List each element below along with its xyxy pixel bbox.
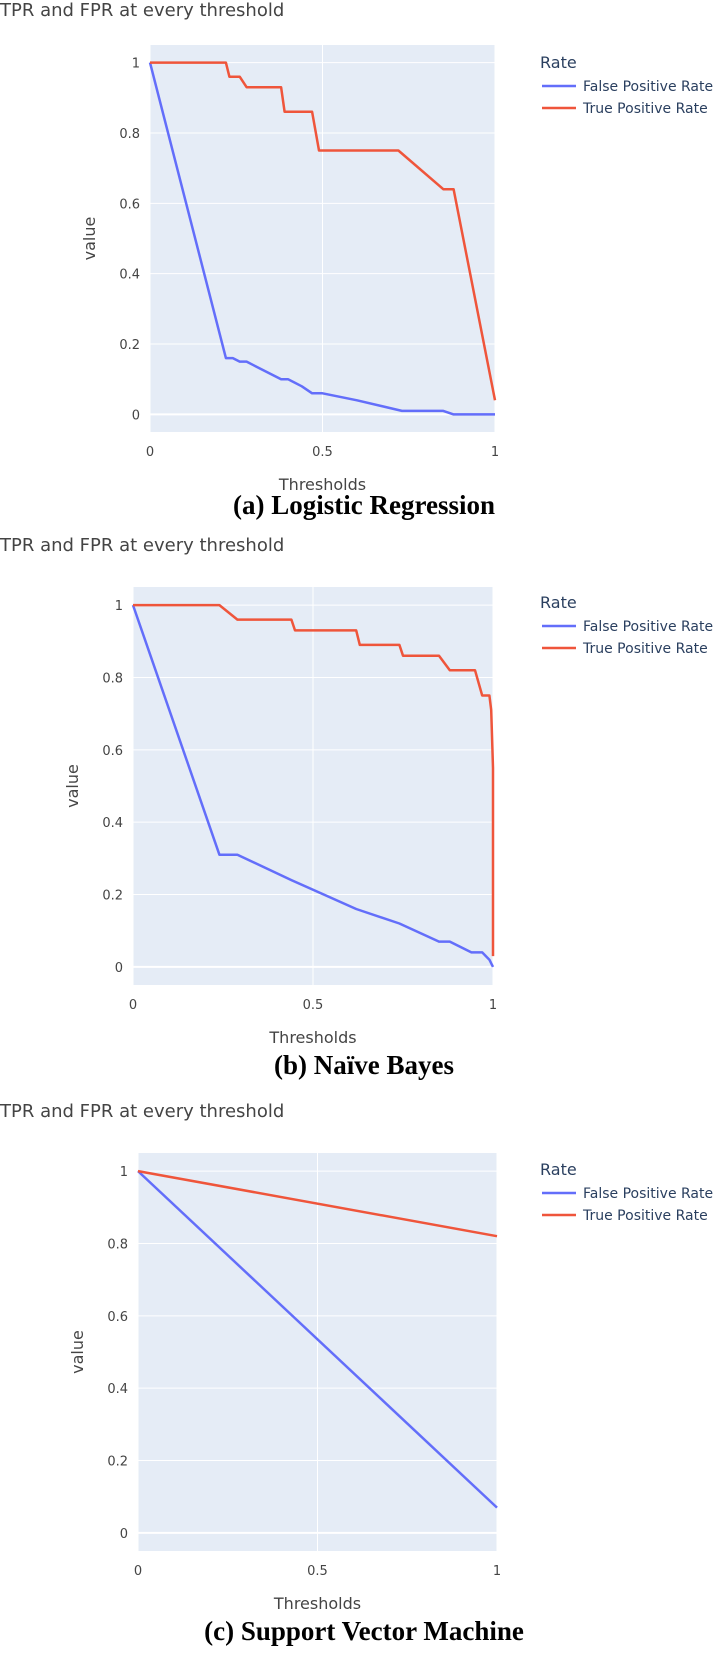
- legend-label-false-positive-rate: False Positive Rate: [583, 1186, 713, 1202]
- x-tick-label: 0.5: [312, 445, 333, 460]
- legend-title: Rate: [540, 593, 577, 612]
- y-tick-label: 1: [132, 57, 140, 72]
- series-line-false-positive-rate: [131, 604, 495, 968]
- y-tick-label: 0.2: [102, 889, 123, 904]
- x-tick-label: 0: [134, 1564, 142, 1579]
- chart-panel-b: TPR and FPR at every threshold 0 0.2 0.4 0.…: [0, 535, 728, 1090]
- legend-label-true-positive-rate: True Positive Rate: [582, 101, 708, 117]
- x-tick-label: 1: [491, 445, 499, 460]
- y-axis-label: value: [80, 217, 99, 261]
- x-tick-label: 1: [489, 998, 497, 1013]
- chart-svg-b: 0 0.2 0.4 0.6 0.8 1 0 0.5 1 Thresholds value Rate Fa…: [63, 587, 713, 1047]
- legend-label-true-positive-rate: True Positive Rate: [582, 1208, 708, 1224]
- chart-caption: (c) Support Vector Machine: [204, 1616, 524, 1646]
- x-tick-label: 0.5: [307, 1564, 328, 1579]
- y-tick-label: 0.4: [119, 268, 140, 283]
- y-tick-label: 0.8: [102, 671, 123, 686]
- legend-label-false-positive-rate: False Positive Rate: [583, 79, 713, 95]
- y-axis-label: value: [68, 1330, 87, 1374]
- legend-label-false-positive-rate: False Positive Rate: [583, 619, 713, 635]
- chart-svg-a: 0 0.2 0.4 0.6 0.8 1 0 0.5 1 Thresholds value Rate Fa…: [80, 45, 713, 494]
- legend-title: Rate: [540, 53, 577, 72]
- y-tick-label: 0.8: [119, 127, 140, 142]
- series-line-true-positive-rate: [133, 603, 495, 957]
- series-line-true-positive-rate: [137, 1169, 498, 1238]
- chart-title: TPR and FPR at every threshold: [0, 1101, 285, 1122]
- y-tick-label: 1: [120, 1165, 128, 1180]
- x-tick-label: 0: [129, 998, 137, 1013]
- legend-label-true-positive-rate: True Positive Rate: [582, 641, 708, 657]
- y-tick-label: 0.8: [107, 1237, 128, 1252]
- chart-caption: (a) Logistic Regression: [233, 490, 495, 520]
- x-tick-label: 0.5: [303, 998, 324, 1013]
- series-line-false-positive-rate: [137, 1170, 498, 1509]
- chart-title: TPR and FPR at every threshold: [0, 0, 285, 21]
- legend-title: Rate: [540, 1160, 577, 1179]
- x-axis-label: Thresholds: [278, 475, 366, 494]
- y-tick-label: 0.6: [102, 744, 123, 759]
- y-tick-label: 0.2: [107, 1455, 128, 1470]
- y-tick-label: 0.4: [107, 1382, 128, 1397]
- x-axis-label: Thresholds: [268, 1028, 356, 1047]
- y-tick-label: 1: [115, 599, 123, 614]
- y-tick-label: 0: [120, 1527, 128, 1542]
- chart-title: TPR and FPR at every threshold: [0, 535, 285, 556]
- y-tick-label: 0.4: [102, 816, 123, 831]
- chart-panel-c: TPR and FPR at every threshold 0 0.2 0.4 0.…: [0, 1101, 728, 1653]
- chart-caption: (b) Naïve Bayes: [274, 1050, 454, 1080]
- x-axis-label: Thresholds: [273, 1594, 361, 1613]
- y-axis-label: value: [63, 764, 82, 808]
- y-tick-label: 0.2: [119, 338, 140, 353]
- series-line-true-positive-rate: [150, 61, 497, 401]
- y-tick-label: 0.6: [107, 1310, 128, 1325]
- y-tick-label: 0: [115, 961, 123, 976]
- y-tick-label: 0.6: [119, 197, 140, 212]
- x-tick-label: 0: [146, 445, 154, 460]
- chart-panel-a: TPR and FPR at every threshold 0 0.2 0.4 0.…: [0, 0, 728, 520]
- y-tick-label: 0: [132, 408, 140, 423]
- chart-svg-c: 0 0.2 0.4 0.6 0.8 1 0 0.5 1 Thresholds value Rate Fa…: [68, 1153, 713, 1613]
- x-tick-label: 1: [493, 1564, 501, 1579]
- series-line-false-positive-rate: [148, 62, 495, 416]
